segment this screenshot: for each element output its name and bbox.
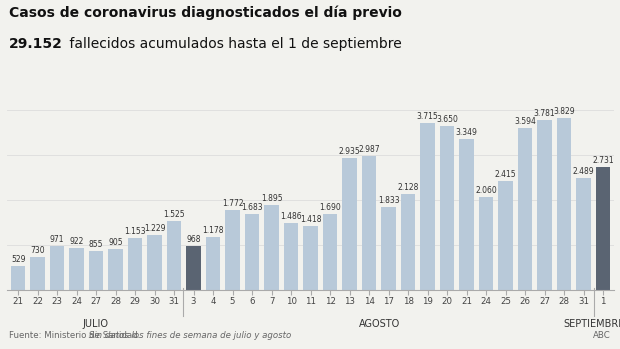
Text: 3.349: 3.349 — [456, 128, 477, 138]
Bar — [148, 235, 162, 290]
Text: 3.829: 3.829 — [553, 107, 575, 116]
Text: 971: 971 — [50, 235, 64, 244]
Text: 2.415: 2.415 — [495, 170, 516, 179]
Text: 3.781: 3.781 — [534, 109, 556, 118]
Bar — [30, 257, 45, 290]
Bar — [538, 120, 552, 290]
Text: JULIO: JULIO — [82, 319, 108, 329]
Bar — [342, 158, 357, 290]
Bar — [420, 123, 435, 290]
Text: Sin datos los fines de semana de julio y agosto: Sin datos los fines de semana de julio y… — [86, 331, 291, 340]
Text: 855: 855 — [89, 240, 104, 249]
Bar — [284, 223, 298, 290]
Bar — [245, 214, 259, 290]
Bar — [440, 126, 454, 290]
Bar — [225, 210, 240, 290]
Text: AGOSTO: AGOSTO — [358, 319, 400, 329]
Text: 1.178: 1.178 — [202, 226, 224, 235]
Bar — [362, 156, 376, 290]
Bar — [206, 237, 221, 290]
Text: 2.060: 2.060 — [475, 186, 497, 195]
Text: 1.418: 1.418 — [300, 215, 321, 224]
Text: 1.683: 1.683 — [241, 203, 263, 212]
Text: 2.935: 2.935 — [339, 147, 360, 156]
Text: 1.895: 1.895 — [261, 194, 283, 203]
Bar — [108, 249, 123, 290]
Text: 3.650: 3.650 — [436, 115, 458, 124]
Bar — [89, 251, 104, 290]
Text: Fuente: Ministerio de Sanidad.: Fuente: Ministerio de Sanidad. — [9, 331, 141, 340]
Text: 1.486: 1.486 — [280, 212, 302, 221]
Text: 1.833: 1.833 — [378, 196, 399, 206]
Bar — [323, 214, 337, 290]
Bar — [498, 181, 513, 290]
Bar — [187, 246, 201, 290]
Text: 1.153: 1.153 — [125, 227, 146, 236]
Bar — [50, 246, 64, 290]
Bar — [167, 221, 182, 290]
Bar — [128, 238, 143, 290]
Text: fallecidos acumulados hasta el 1 de septiembre: fallecidos acumulados hasta el 1 de sept… — [65, 37, 402, 51]
Bar — [596, 167, 610, 290]
Text: 2.731: 2.731 — [592, 156, 614, 165]
Bar — [557, 118, 572, 290]
Text: 922: 922 — [69, 237, 84, 246]
Text: 2.128: 2.128 — [397, 183, 419, 192]
Text: 968: 968 — [187, 235, 201, 244]
Bar — [518, 128, 533, 290]
Text: 2.489: 2.489 — [573, 167, 595, 176]
Text: 29.152: 29.152 — [9, 37, 63, 51]
Text: 3.594: 3.594 — [514, 117, 536, 126]
Bar — [401, 194, 415, 290]
Bar — [264, 205, 279, 290]
Text: 1.690: 1.690 — [319, 203, 341, 212]
Bar — [11, 266, 25, 290]
Bar — [459, 139, 474, 290]
Bar — [381, 207, 396, 290]
Text: 1.772: 1.772 — [222, 199, 244, 208]
Bar — [576, 178, 591, 290]
Bar — [479, 197, 494, 290]
Text: 1.229: 1.229 — [144, 223, 166, 232]
Text: SEPTIEMBRE: SEPTIEMBRE — [564, 319, 620, 329]
Text: 529: 529 — [11, 255, 25, 264]
Bar — [69, 248, 84, 290]
Bar — [303, 226, 318, 290]
Text: 1.525: 1.525 — [163, 210, 185, 219]
Text: Casos de coronavirus diagnosticados el día previo: Casos de coronavirus diagnosticados el d… — [9, 5, 402, 20]
Text: 730: 730 — [30, 246, 45, 255]
Text: 2.987: 2.987 — [358, 144, 380, 154]
Text: 905: 905 — [108, 238, 123, 247]
Text: ABC: ABC — [593, 331, 611, 340]
Text: 3.715: 3.715 — [417, 112, 438, 121]
